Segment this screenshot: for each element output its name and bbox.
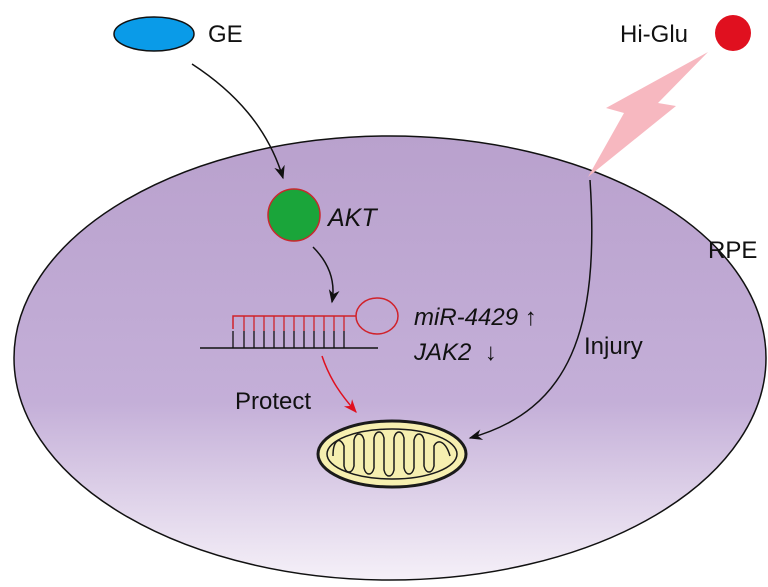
- arrow-protect: [321, 355, 357, 414]
- lightning-bolt-icon: [588, 52, 708, 177]
- ge-label: GE: [208, 21, 243, 48]
- mitochondrion-icon: [316, 419, 468, 489]
- arrow-ge-to-akt: [191, 63, 285, 180]
- akt-node: [267, 188, 321, 242]
- jak2-label: JAK2 ↓: [413, 339, 497, 366]
- mirna-strand: [232, 315, 356, 329]
- protect-label: Protect: [235, 388, 311, 415]
- mirna-loop: [355, 297, 399, 335]
- rpe-label: RPE: [708, 237, 757, 264]
- injury-label: Injury: [584, 333, 643, 360]
- rpe-cell: [13, 135, 767, 581]
- arrow-injury: [468, 179, 593, 440]
- mirna-label: miR-4429 ↑: [414, 304, 537, 331]
- mirna-jak2-hairpin-icon: [200, 297, 399, 349]
- ge-node: [113, 16, 195, 52]
- akt-label: AKT: [326, 204, 378, 232]
- arrow-akt-to-mirna: [312, 246, 340, 304]
- hi-glu-node: [715, 15, 751, 51]
- hi-glu-label: Hi-Glu: [620, 21, 688, 48]
